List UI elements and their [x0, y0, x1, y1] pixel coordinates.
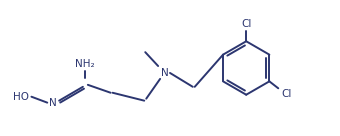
Text: Cl: Cl [281, 89, 291, 99]
Text: N: N [49, 98, 57, 108]
Text: N: N [161, 68, 169, 78]
Text: NH₂: NH₂ [75, 59, 95, 69]
Text: HO: HO [13, 92, 29, 102]
Text: Cl: Cl [241, 19, 251, 30]
